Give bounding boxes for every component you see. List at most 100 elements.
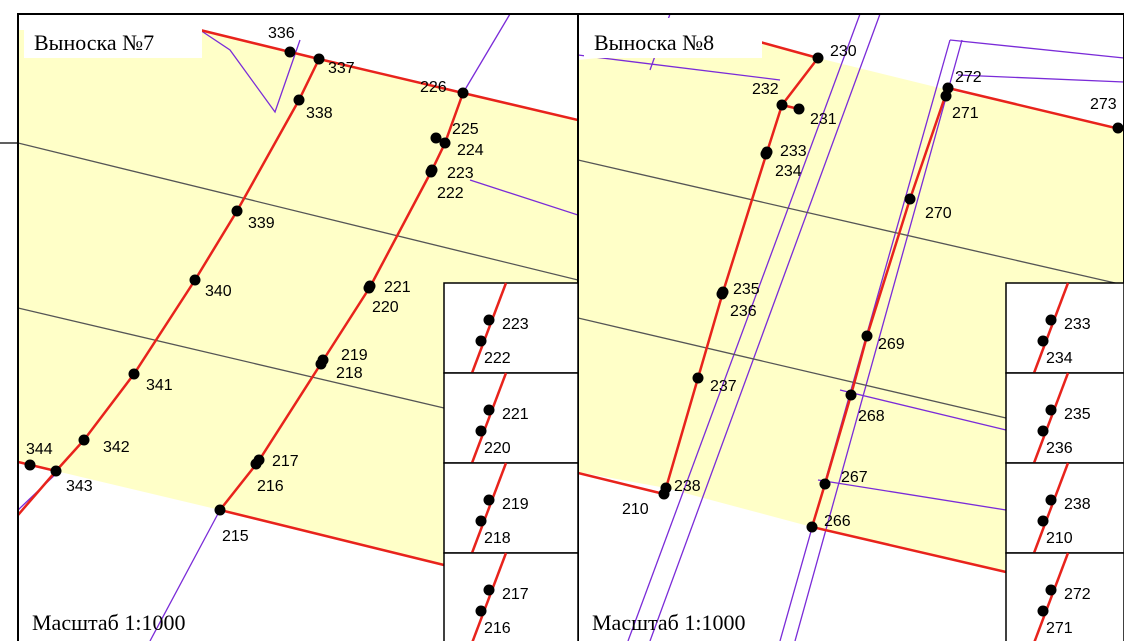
point [483, 314, 495, 326]
point-label: 218 [336, 365, 363, 382]
point-label: 233 [780, 143, 807, 160]
point [760, 148, 772, 160]
point-label: 238 [674, 478, 701, 495]
point-label: 232 [752, 81, 779, 98]
inset-label: 219 [502, 496, 529, 513]
point [475, 425, 487, 437]
point [1037, 335, 1049, 347]
point [313, 53, 325, 65]
point [1037, 425, 1049, 437]
point-label: 273 [1090, 96, 1117, 113]
point [189, 274, 201, 286]
point [692, 372, 704, 384]
title-bg [24, 18, 202, 58]
inset-boundary [1032, 282, 1070, 374]
point [1045, 584, 1057, 596]
inset-boundary [1032, 372, 1070, 464]
inset [1005, 552, 1124, 641]
point-label: 210 [622, 501, 649, 518]
point-label: 266 [824, 513, 851, 530]
point [812, 52, 824, 64]
panel: 3363373382262252242232223392212203402192… [24, 18, 578, 641]
inset-label: 271 [1046, 620, 1073, 637]
inset-label: 216 [484, 620, 511, 637]
point-label: 341 [146, 377, 173, 394]
point-label: 336 [268, 25, 295, 42]
point-label: 344 [26, 441, 53, 458]
point [250, 458, 262, 470]
inset-label: 223 [502, 316, 529, 333]
point [363, 282, 375, 294]
inset-boundary [1033, 552, 1070, 641]
point-label: 223 [447, 165, 474, 182]
point [483, 584, 495, 596]
point-label: 217 [272, 453, 299, 470]
point [806, 521, 818, 533]
point-label: 225 [452, 121, 479, 138]
point [24, 459, 36, 471]
inset-label: 222 [484, 350, 511, 367]
point-label: 270 [925, 205, 952, 222]
panel: 2302322312332342722712732702352362692372… [584, 18, 1124, 641]
point [776, 99, 788, 111]
point [861, 330, 873, 342]
inset-label: 210 [1046, 530, 1073, 547]
point-label: 219 [341, 347, 368, 364]
point-label: 343 [66, 478, 93, 495]
point [457, 87, 469, 99]
point [483, 404, 495, 416]
point [793, 103, 805, 115]
point-label: 340 [205, 283, 232, 300]
point-label: 268 [858, 408, 885, 425]
point [439, 137, 451, 149]
inset [443, 462, 578, 554]
point-label: 342 [103, 439, 130, 456]
point [284, 46, 296, 58]
inset-label: 221 [502, 406, 529, 423]
point-label: 338 [306, 105, 333, 122]
point-label: 272 [955, 69, 982, 86]
inset [443, 552, 578, 641]
panel-title: Выноска №8 [594, 30, 714, 55]
inset-label: 218 [484, 530, 511, 547]
point [1045, 494, 1057, 506]
point-label: 224 [457, 142, 484, 159]
point-label: 269 [878, 336, 905, 353]
inset [1005, 282, 1124, 374]
point [425, 166, 437, 178]
point-label: 339 [248, 215, 275, 232]
inset-label: 272 [1064, 586, 1091, 603]
inset-label: 238 [1064, 496, 1091, 513]
point [78, 434, 90, 446]
point-label: 215 [222, 528, 249, 545]
point [1037, 605, 1049, 617]
point-label: 267 [841, 469, 868, 486]
inset-boundary [1032, 462, 1070, 554]
point [1045, 404, 1057, 416]
point [214, 504, 226, 516]
scale-label: Масштаб 1:1000 [32, 610, 185, 635]
point-label: 222 [437, 185, 464, 202]
point [483, 494, 495, 506]
inset-boundary [471, 552, 508, 641]
point-label: 230 [830, 43, 857, 60]
inset-label: 236 [1046, 440, 1073, 457]
point [430, 132, 442, 144]
point-label: 235 [733, 281, 760, 298]
point-label: 221 [384, 279, 411, 296]
frame [17, 13, 1124, 641]
inset-label: 235 [1064, 406, 1091, 423]
point [1037, 515, 1049, 527]
inset-label: 233 [1064, 316, 1091, 333]
point [231, 205, 243, 217]
point [1112, 122, 1124, 134]
inset-label: 217 [502, 586, 529, 603]
point-label: 237 [710, 378, 737, 395]
point [904, 193, 916, 205]
point [658, 488, 670, 500]
point-label: 220 [372, 299, 399, 316]
inset-label: 220 [484, 440, 511, 457]
inset [1005, 372, 1124, 464]
point [845, 389, 857, 401]
